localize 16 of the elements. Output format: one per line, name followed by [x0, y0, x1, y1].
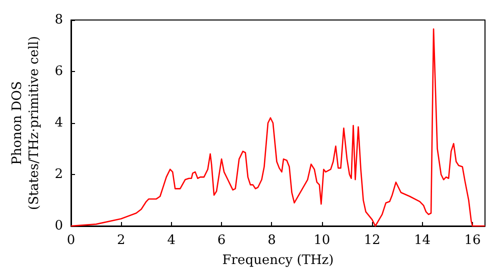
x-tick-label: 8: [268, 233, 276, 248]
y-tick-label: 8: [54, 12, 63, 28]
x-tick-label: 10: [314, 233, 330, 248]
x-axis-title: Frequency (THz): [222, 252, 334, 268]
x-tick-label: 6: [217, 233, 226, 248]
y-tick-label: 4: [54, 116, 63, 130]
y-tick-label: 2: [54, 167, 63, 182]
x-tick-label: 0: [66, 233, 76, 248]
y-axis-title: Phonon DOS (States/THz·primitive cell): [10, 36, 42, 210]
y-tick-label: 0: [54, 218, 63, 234]
x-tick-label: 2: [117, 233, 126, 248]
x-tick-label: 12: [364, 233, 380, 248]
x-tick-label: 16: [464, 233, 481, 248]
x-tick-label: 14: [414, 233, 431, 248]
y-tick-label: 6: [54, 64, 63, 79]
x-tick-label: 4: [167, 233, 176, 248]
